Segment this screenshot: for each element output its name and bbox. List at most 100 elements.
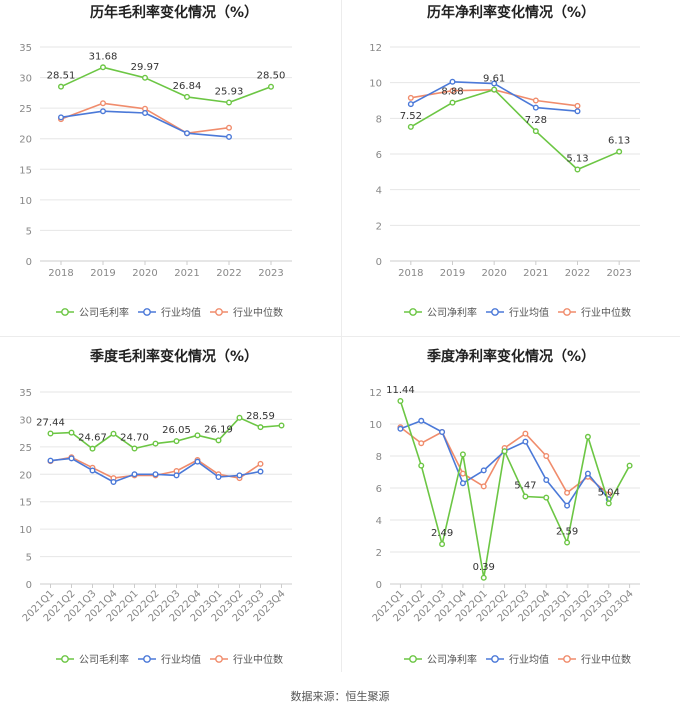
- data-point-avg: [89, 467, 96, 474]
- y-tick-label: 35: [19, 388, 32, 399]
- data-point-company: [110, 430, 117, 437]
- chart-title: 季度毛利率变化情况（%）: [89, 348, 258, 365]
- legend-marker: [409, 308, 417, 316]
- data-label: 5.47: [514, 480, 536, 491]
- y-tick-label: 2: [376, 548, 382, 559]
- legend-label: 公司净利率: [427, 653, 477, 666]
- y-tick-label: 25: [19, 104, 32, 115]
- x-tick-label: 2023: [258, 268, 283, 279]
- data-point-avg: [532, 104, 539, 111]
- data-point-company: [605, 500, 612, 507]
- data-point-avg: [397, 425, 404, 432]
- legend-marker: [409, 655, 417, 663]
- data-point-company: [68, 429, 75, 436]
- data-point-company: [152, 440, 159, 447]
- data-point-company: [564, 539, 571, 546]
- data-point-avg: [564, 502, 571, 509]
- data-point-company: [225, 99, 232, 106]
- y-tick-label: 6: [376, 150, 382, 161]
- data-point-avg: [110, 478, 117, 485]
- y-tick-label: 12: [369, 43, 382, 54]
- legend-item-median: 行业中位数: [558, 653, 631, 666]
- legend-marker: [143, 308, 151, 316]
- data-label: 28.59: [246, 411, 275, 422]
- x-tick-label: 2018: [48, 268, 73, 279]
- y-tick-label: 0: [376, 257, 382, 268]
- data-point-company: [141, 74, 148, 81]
- chart-3: 季度毛利率变化情况（%）051015202530352021Q12021Q220…: [19, 348, 292, 666]
- data-point-avg: [183, 130, 190, 137]
- data-point-avg: [58, 114, 65, 121]
- legend-marker: [491, 655, 499, 663]
- y-tick-label: 4: [376, 186, 382, 197]
- chart-1: 历年毛利率变化情况（%） 0 5 10 15 20 25 30 35 2018 2019 2020 20…: [19, 4, 292, 319]
- legend-marker: [215, 308, 223, 316]
- legend-label: 公司毛利率: [79, 653, 129, 666]
- data-point-company: [58, 83, 65, 90]
- data-label: 28.51: [47, 71, 76, 82]
- data-point-avg: [215, 474, 222, 481]
- data-point-company: [194, 432, 201, 439]
- data-point-company: [480, 574, 487, 581]
- data-point-median: [574, 102, 581, 109]
- data-point-avg: [439, 429, 446, 436]
- y-tick-label: 5: [26, 553, 32, 564]
- series-line-company: [410, 88, 620, 171]
- x-tick-label: 2022: [216, 268, 241, 279]
- data-point-avg: [574, 108, 581, 115]
- data-label: 5.04: [598, 487, 620, 498]
- data-point-median: [522, 430, 529, 437]
- data-point-avg: [152, 471, 159, 478]
- legend-label: 公司净利率: [427, 306, 477, 319]
- legend-label: 行业中位数: [581, 653, 631, 666]
- legend-marker: [563, 655, 571, 663]
- y-tick-label: 0: [26, 580, 32, 591]
- data-label: 7.28: [525, 115, 547, 126]
- data-point-avg: [68, 455, 75, 462]
- y-tick-label: 0: [376, 580, 382, 591]
- data-point-avg: [194, 458, 201, 465]
- data-point-avg: [459, 480, 466, 487]
- data-point-company: [616, 148, 623, 155]
- y-tick-label: 15: [19, 165, 32, 176]
- data-point-median: [532, 97, 539, 104]
- legend-label: 行业均值: [509, 653, 549, 666]
- y-tick-label: 8: [376, 114, 382, 125]
- data-point-avg: [225, 133, 232, 140]
- data-label: 8.88: [441, 87, 463, 98]
- chart-title: 季度净利率变化情况（%）: [426, 348, 595, 365]
- y-tick-label: 10: [19, 196, 32, 207]
- data-point-company: [47, 430, 54, 437]
- data-point-avg: [480, 467, 487, 474]
- data-point-median: [418, 440, 425, 447]
- x-tick-label: 2023: [606, 268, 631, 279]
- chart-title: 历年毛利率变化情况（%）: [90, 4, 258, 21]
- data-point-company: [173, 438, 180, 445]
- data-label: 2.59: [556, 527, 578, 538]
- data-point-avg: [236, 472, 243, 479]
- legend-label: 行业均值: [161, 653, 201, 666]
- x-tick-label: 2020: [132, 268, 157, 279]
- data-label: 31.68: [89, 51, 118, 62]
- y-tick-label: 2: [376, 221, 382, 232]
- y-tick-label: 35: [19, 43, 32, 54]
- data-point-company: [236, 414, 243, 421]
- data-point-company: [574, 166, 581, 173]
- legend-marker: [61, 655, 69, 663]
- data-point-avg: [584, 470, 591, 477]
- x-tick-label: 2018: [398, 268, 423, 279]
- data-point-company: [626, 462, 633, 469]
- data-point-avg: [131, 471, 138, 478]
- data-point-company: [491, 86, 498, 93]
- y-tick-label: 25: [19, 443, 32, 454]
- data-point-median: [99, 100, 106, 107]
- legend-item-company: 公司毛利率: [56, 306, 129, 319]
- data-label: 0.39: [473, 562, 495, 573]
- chart-2: 历年净利率变化情况（%） 0 2 4 6 8 10 12 2018 2019 2020 2021 202…: [369, 4, 640, 319]
- y-tick-label: 10: [369, 420, 382, 431]
- legend-item-company: 公司净利率: [404, 653, 477, 666]
- y-tick-label: 10: [369, 79, 382, 90]
- y-tick-label: 8: [376, 452, 382, 463]
- data-label: 29.97: [131, 62, 160, 73]
